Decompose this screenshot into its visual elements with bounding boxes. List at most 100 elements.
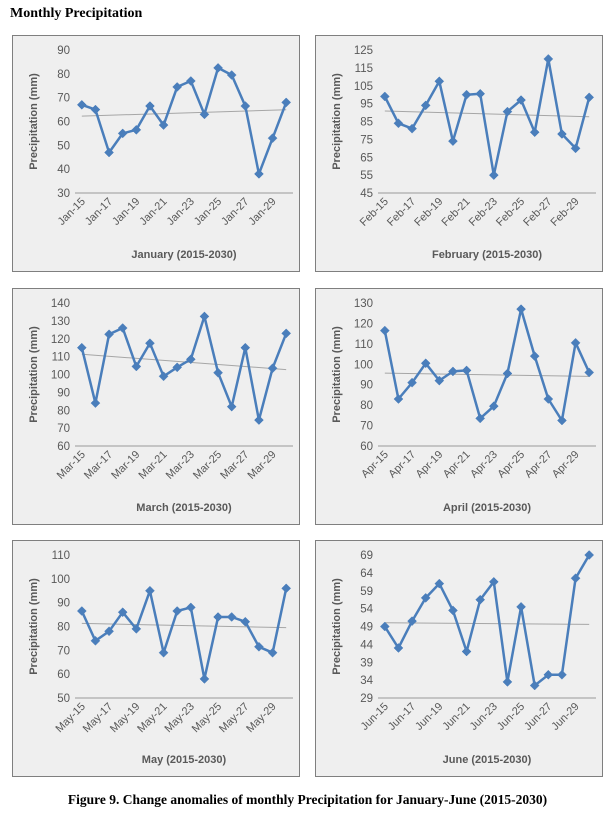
data-point-marker bbox=[584, 550, 595, 560]
data-point-marker bbox=[420, 358, 431, 369]
y-tick-label: 50 bbox=[57, 693, 70, 705]
data-point-marker bbox=[502, 677, 513, 687]
data-point-marker bbox=[448, 605, 458, 616]
data-point-marker bbox=[407, 123, 417, 134]
trendline bbox=[384, 622, 590, 625]
x-tick-label: Mar-17 bbox=[82, 449, 115, 482]
data-point-marker bbox=[543, 54, 554, 64]
data-point-marker bbox=[434, 578, 445, 589]
data-point-marker bbox=[502, 368, 513, 379]
data-point-marker bbox=[226, 70, 237, 80]
y-tick-label: 29 bbox=[360, 693, 373, 705]
y-tick-label: 70 bbox=[57, 93, 70, 105]
y-tick-label: 100 bbox=[354, 359, 373, 371]
data-point-marker bbox=[90, 635, 101, 646]
x-tick-label: Mar-29 bbox=[246, 449, 279, 482]
x-tick-label: Jun-17 bbox=[386, 701, 418, 733]
y-tick-label: 90 bbox=[57, 598, 70, 610]
data-point-marker bbox=[379, 91, 390, 102]
y-tick-label: 69 bbox=[360, 550, 373, 562]
x-tick-label: Feb-21 bbox=[440, 196, 473, 229]
data-point-marker bbox=[172, 82, 183, 92]
february-chart-svg: 455565758595105115125Feb-15Feb-17Feb-19F… bbox=[331, 45, 596, 261]
x-tick-label: Feb-27 bbox=[521, 196, 554, 229]
data-point-marker bbox=[475, 413, 486, 424]
x-tick-label: Jun-15 bbox=[359, 701, 391, 733]
data-point-marker bbox=[529, 127, 540, 138]
data-point-marker bbox=[117, 323, 128, 333]
y-tick-label: 100 bbox=[51, 370, 70, 382]
data-point-marker bbox=[475, 594, 486, 605]
y-tick-label: 120 bbox=[354, 318, 373, 330]
data-point-marker bbox=[281, 328, 292, 339]
x-tick-label: Jun-25 bbox=[495, 701, 527, 733]
data-point-marker bbox=[213, 63, 223, 73]
series-line bbox=[383, 554, 591, 687]
x-tick-label: Apr-19 bbox=[414, 449, 446, 481]
y-tick-label: 85 bbox=[360, 117, 373, 129]
x-tick-label: Apr-21 bbox=[441, 449, 473, 481]
y-tick-label: 70 bbox=[57, 645, 70, 657]
data-point-marker bbox=[117, 607, 128, 618]
x-tick-label: Mar-25 bbox=[191, 449, 224, 482]
data-point-marker bbox=[185, 602, 196, 613]
y-tick-label: 65 bbox=[360, 152, 373, 164]
data-point-marker bbox=[199, 109, 210, 120]
data-point-marker bbox=[570, 143, 581, 154]
y-tick-label: 120 bbox=[51, 334, 70, 346]
x-tick-label: Apr-17 bbox=[386, 449, 418, 481]
data-point-marker bbox=[199, 311, 210, 322]
y-tick-label: 95 bbox=[360, 99, 373, 111]
trendline bbox=[81, 109, 287, 117]
x-tick-label: Jun-27 bbox=[522, 701, 554, 733]
data-point-marker bbox=[502, 106, 513, 117]
y-tick-label: 59 bbox=[360, 586, 373, 598]
chart-panel-january: 30 40 50 60 70 80 90 Jan-15 Jan-17 Jan-19 Jan-21 Ja… bbox=[12, 35, 300, 272]
y-tick-label: 54 bbox=[360, 604, 373, 616]
page-heading: Monthly Precipitation bbox=[10, 6, 143, 21]
data-point-marker bbox=[557, 129, 567, 139]
y-tick-label: 50 bbox=[57, 140, 70, 152]
y-tick-label: 60 bbox=[57, 669, 70, 681]
x-tick-label: Jan-15 bbox=[56, 196, 88, 228]
data-point-marker bbox=[570, 573, 581, 584]
data-point-marker bbox=[185, 354, 196, 365]
data-point-marker bbox=[529, 680, 540, 691]
data-point-marker bbox=[584, 92, 595, 103]
y-tick-label: 110 bbox=[355, 339, 373, 351]
x-tick-label: Feb-29 bbox=[549, 196, 582, 229]
series-line bbox=[80, 588, 288, 681]
data-point-marker bbox=[213, 612, 223, 622]
y-tick-label: 90 bbox=[57, 387, 70, 399]
x-tick-label: Feb-19 bbox=[412, 196, 445, 229]
data-point-marker bbox=[254, 415, 264, 425]
y-tick-label: 44 bbox=[360, 639, 373, 651]
series-line bbox=[80, 315, 288, 422]
y-tick-label: 34 bbox=[360, 675, 373, 687]
y-axis-title: Precipitation (mm) bbox=[28, 73, 40, 170]
june-chart-svg: 293439444954596469Jun-15Jun-17Jun-19Jun-… bbox=[331, 550, 596, 766]
y-tick-label: 110 bbox=[52, 352, 70, 364]
data-point-marker bbox=[434, 76, 445, 87]
data-point-marker bbox=[281, 97, 292, 108]
january-chart-svg: 30405060708090Jan-15Jan-17Jan-19Jan-21Ja… bbox=[28, 45, 293, 261]
data-point-marker bbox=[448, 366, 458, 377]
x-tick-label: Mar-21 bbox=[137, 449, 170, 482]
data-point-marker bbox=[240, 342, 251, 353]
x-axis-title: January (2015-2030) bbox=[131, 249, 237, 261]
data-point-marker bbox=[379, 621, 390, 632]
y-axis-title: Precipitation (mm) bbox=[331, 578, 343, 675]
data-point-marker bbox=[434, 375, 445, 386]
data-point-marker bbox=[90, 104, 101, 115]
x-tick-label: Jun-29 bbox=[549, 701, 581, 733]
y-tick-label: 40 bbox=[57, 164, 70, 176]
may-chart-svg: 5060708090100110May-15May-17May-19May-21… bbox=[28, 550, 293, 766]
y-tick-label: 60 bbox=[360, 441, 373, 453]
data-point-marker bbox=[76, 606, 87, 616]
y-tick-label: 110 bbox=[52, 550, 70, 562]
x-tick-label: Apr-15 bbox=[359, 449, 391, 481]
data-point-marker bbox=[516, 95, 526, 105]
chart-panel-february: 45 55 65 75 85 95 105 115 125 Feb-15 Feb-17 Feb-19 F… bbox=[315, 35, 603, 272]
y-axis-title: Precipitation (mm) bbox=[331, 326, 343, 423]
x-tick-label: Jan-29 bbox=[246, 196, 278, 228]
